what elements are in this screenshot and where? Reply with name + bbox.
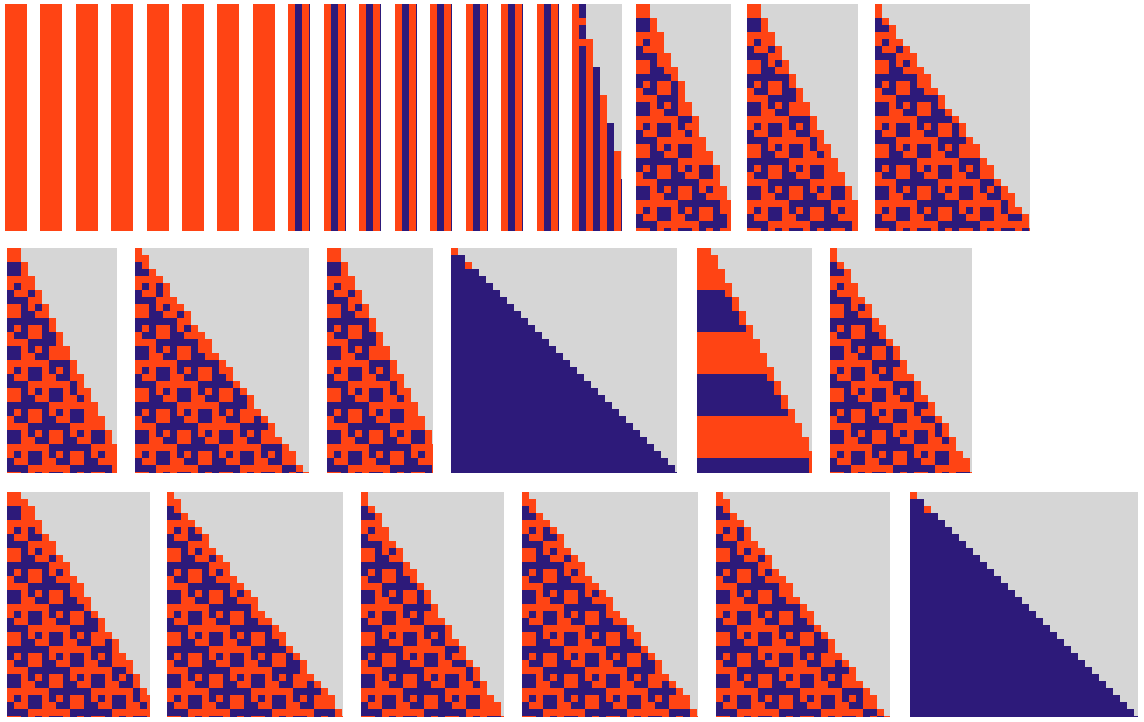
row-1-panel-2 <box>40 4 62 231</box>
automaton-pattern <box>7 492 150 717</box>
row-1-panel-19 <box>747 4 858 231</box>
row-1-panel-20 <box>875 4 1030 231</box>
row-3-panel-2 <box>167 492 343 717</box>
automaton-pattern <box>875 4 1030 231</box>
automaton-pattern <box>830 248 972 473</box>
row-1-panel-5 <box>147 4 169 231</box>
automaton-pattern <box>910 492 1138 717</box>
row-3-panel-6 <box>910 492 1138 717</box>
automaton-pattern <box>522 492 698 717</box>
row-1-panel-12 <box>395 4 417 231</box>
automaton-pattern <box>466 4 488 231</box>
automaton-pattern <box>167 492 343 717</box>
automaton-pattern <box>288 4 310 231</box>
automaton-pattern <box>395 4 417 231</box>
automaton-pattern <box>572 4 622 231</box>
row-1-panel-16 <box>537 4 559 231</box>
row-2-panel-6 <box>830 248 972 473</box>
row-1-panel-13 <box>430 4 452 231</box>
automaton-pattern <box>716 492 890 717</box>
row-1-panel-8 <box>253 4 275 231</box>
automaton-pattern <box>537 4 559 231</box>
row-2-panel-2 <box>135 248 309 473</box>
automaton-pattern <box>111 4 133 231</box>
automaton-pattern <box>636 4 731 231</box>
automaton-pattern <box>147 4 169 231</box>
row-3-panel-4 <box>522 492 698 717</box>
automaton-pattern <box>7 248 117 473</box>
row-1-panel-1 <box>5 4 27 231</box>
automaton-pattern <box>327 248 433 473</box>
row-3-panel-5 <box>716 492 890 717</box>
row-1-panel-4 <box>111 4 133 231</box>
automaton-pattern <box>76 4 98 231</box>
row-1-panel-18 <box>636 4 731 231</box>
row-1-panel-15 <box>501 4 523 231</box>
automaton-pattern <box>5 4 27 231</box>
row-1-panel-10 <box>324 4 346 231</box>
automaton-pattern <box>324 4 346 231</box>
row-2-panel-3 <box>327 248 433 473</box>
automaton-pattern <box>501 4 523 231</box>
automaton-pattern <box>430 4 452 231</box>
automaton-pattern <box>359 4 381 231</box>
automaton-pattern <box>135 248 309 473</box>
row-1-panel-7 <box>217 4 239 231</box>
row-3-panel-1 <box>7 492 150 717</box>
row-2-panel-4 <box>451 248 677 473</box>
automaton-pattern <box>451 248 677 473</box>
automaton-pattern <box>40 4 62 231</box>
row-1-panel-6 <box>182 4 204 231</box>
automaton-pattern <box>361 492 504 717</box>
automaton-pattern <box>182 4 204 231</box>
row-1-panel-9 <box>288 4 310 231</box>
row-1-panel-11 <box>359 4 381 231</box>
automaton-pattern <box>217 4 239 231</box>
row-2-panel-5 <box>697 248 812 473</box>
row-1-panel-14 <box>466 4 488 231</box>
automaton-pattern <box>697 248 812 473</box>
row-2-panel-1 <box>7 248 117 473</box>
automaton-pattern <box>253 4 275 231</box>
row-3-panel-3 <box>361 492 504 717</box>
row-1-panel-17 <box>572 4 622 231</box>
automaton-pattern <box>747 4 858 231</box>
row-1-panel-3 <box>76 4 98 231</box>
